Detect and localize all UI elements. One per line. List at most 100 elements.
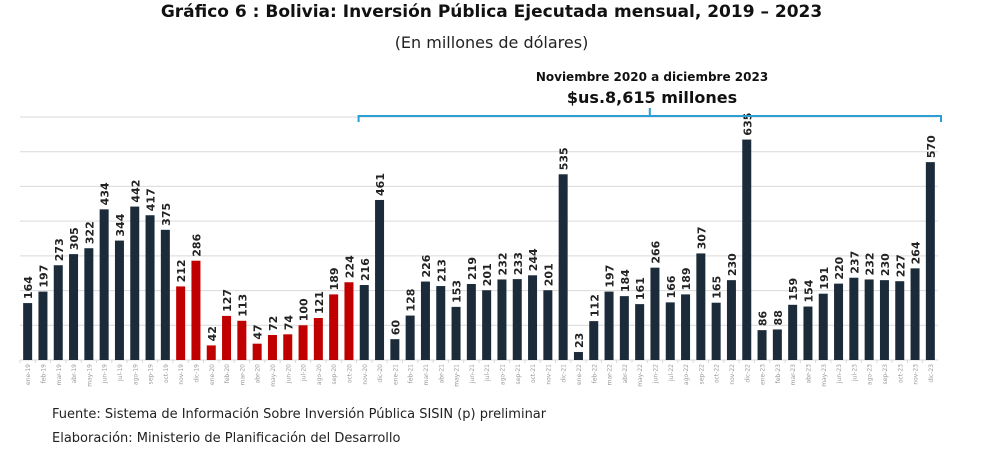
bar — [38, 291, 48, 360]
data-label: 237 — [848, 251, 861, 274]
data-label: 322 — [83, 221, 96, 244]
bar — [420, 281, 430, 360]
x-tick-label: jul-21 — [484, 364, 491, 382]
x-tick-label: mar-20 — [239, 364, 246, 386]
data-label: 164 — [22, 276, 35, 299]
x-tick-label: may-22 — [637, 364, 644, 387]
data-label: 232 — [496, 252, 509, 275]
x-tick-label: ago-22 — [683, 364, 690, 385]
bar — [711, 302, 721, 360]
chart-title: Gráfico 6 : Bolivia: Inversión Pública E… — [160, 2, 823, 22]
x-tick-label: dic-21 — [561, 364, 568, 383]
bar — [849, 277, 859, 360]
data-label: 86 — [757, 310, 770, 326]
bar — [329, 294, 339, 360]
data-label: 127 — [221, 289, 234, 312]
data-label: 60 — [389, 320, 402, 336]
x-tick-label: feb-22 — [591, 364, 598, 384]
bar — [925, 162, 935, 360]
x-tick-label: feb-20 — [224, 364, 231, 384]
x-tick-label: jun-19 — [102, 364, 109, 384]
x-tick-label: ago-23 — [867, 364, 874, 385]
bar — [895, 281, 905, 360]
x-tick-label: oct-23 — [897, 364, 904, 383]
chart-subtitle: (En millones de dólares) — [394, 33, 589, 52]
bar — [650, 267, 660, 360]
x-tick-label: may-19 — [86, 364, 93, 387]
data-label: 461 — [374, 173, 387, 196]
data-label: 23 — [573, 333, 586, 348]
data-label: 72 — [267, 316, 280, 331]
data-label: 88 — [772, 310, 785, 325]
elaboration-note: Elaboración: Ministerio de Planificación… — [52, 431, 401, 446]
data-label: 201 — [542, 263, 555, 286]
x-tick-label: jun-20 — [285, 364, 292, 384]
data-label: 305 — [68, 227, 81, 250]
x-tick-label: ago-20 — [316, 364, 323, 385]
bar — [267, 335, 277, 360]
data-label: 216 — [359, 258, 372, 281]
x-tick-label: abr-21 — [438, 364, 445, 384]
bar — [573, 352, 583, 360]
source-note: Fuente: Sistema de Información Sobre Inv… — [52, 407, 547, 422]
bar — [145, 215, 155, 360]
x-tick-label: sep-22 — [698, 364, 705, 385]
bar — [451, 306, 461, 360]
bar — [558, 174, 568, 360]
bar — [252, 343, 262, 360]
data-label: 219 — [466, 257, 479, 280]
data-label: 273 — [53, 238, 66, 261]
x-tick-label: feb-21 — [408, 364, 415, 384]
x-tick-label: ene-21 — [392, 364, 399, 385]
bar — [726, 280, 736, 360]
data-label: 191 — [818, 267, 831, 290]
x-tick-label: jul-20 — [301, 364, 308, 382]
data-label: 128 — [405, 289, 418, 312]
x-tick-label: dic-19 — [193, 364, 200, 383]
data-label: 189 — [328, 267, 341, 290]
data-label: 121 — [313, 291, 326, 314]
data-label: 161 — [634, 277, 647, 300]
bar — [879, 280, 889, 360]
data-label: 213 — [435, 259, 448, 282]
bar — [864, 279, 874, 360]
data-label: 112 — [588, 294, 601, 317]
bar — [589, 321, 599, 360]
data-label: 635 — [741, 113, 754, 136]
x-tick-label: nov-23 — [913, 364, 920, 385]
bar — [543, 290, 553, 360]
x-tick-label: ago-19 — [132, 364, 139, 385]
bar — [130, 206, 140, 360]
x-tick-label: oct-20 — [346, 364, 353, 383]
bar — [206, 345, 216, 360]
data-label: 197 — [604, 265, 617, 288]
annotation-period: Noviembre 2020 a diciembre 2023 — [535, 70, 769, 84]
x-tick-label: ene-20 — [209, 364, 216, 385]
bar — [696, 253, 706, 360]
bar — [635, 304, 645, 360]
annotation-bracket — [357, 108, 942, 122]
data-label: 42 — [206, 326, 219, 341]
data-label: 197 — [37, 265, 50, 288]
x-tick-label: jul-19 — [117, 364, 124, 382]
bar — [176, 286, 186, 360]
bar — [803, 306, 813, 360]
x-tick-label: oct-19 — [163, 364, 170, 383]
data-label: 220 — [833, 256, 846, 279]
data-label: 47 — [252, 324, 265, 339]
bar — [114, 240, 124, 360]
bar — [191, 260, 201, 360]
x-tick-label: oct-22 — [714, 364, 721, 383]
x-tick-label: jun-23 — [836, 364, 843, 384]
x-tick-label: ene-22 — [576, 364, 583, 385]
data-label: 189 — [680, 267, 693, 290]
x-tick-label: may-20 — [270, 364, 277, 387]
bar — [512, 279, 522, 360]
bar — [619, 296, 629, 360]
bar — [23, 303, 33, 360]
bar — [772, 329, 782, 360]
data-label: 570 — [925, 135, 938, 158]
x-tick-label: dic-20 — [377, 364, 384, 383]
x-tick-label: dic-23 — [928, 364, 935, 383]
bar — [69, 254, 79, 360]
